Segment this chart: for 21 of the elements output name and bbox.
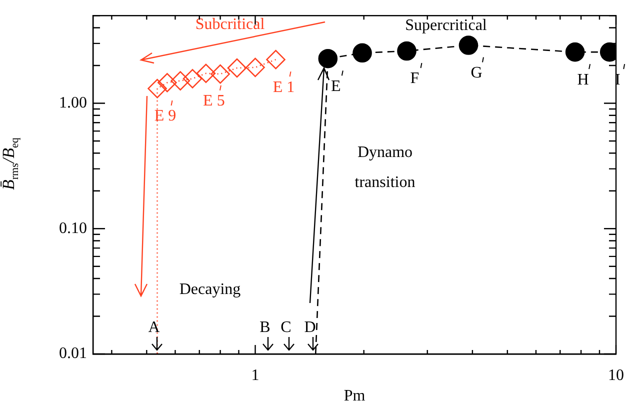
x-tick-label: 10 xyxy=(608,366,624,384)
annotation: E 9 xyxy=(154,108,176,125)
annotation: C xyxy=(280,319,292,336)
annotation: A xyxy=(148,319,160,336)
annotation: Decaying xyxy=(179,281,241,298)
annotation: F xyxy=(410,70,420,88)
annotation: B xyxy=(260,319,270,336)
annotation: Dynamo transition xyxy=(354,144,416,192)
annotation: E 5 xyxy=(203,92,225,110)
annotation: D xyxy=(304,319,316,336)
x-axis-title: Pm xyxy=(344,388,366,405)
annotation: E 1 xyxy=(272,78,295,96)
annotation: H xyxy=(577,71,590,88)
y-tick-label: 1.00 xyxy=(59,94,87,112)
annotation: E xyxy=(331,78,341,95)
annotation: G xyxy=(470,64,483,82)
annotation: Supercritical xyxy=(405,17,488,34)
y-tick-label: 0.10 xyxy=(59,220,87,237)
x-tick-label: 1 xyxy=(251,366,260,384)
y-tick-label: 0.01 xyxy=(59,345,87,362)
annotation: Subcritical xyxy=(195,16,266,34)
